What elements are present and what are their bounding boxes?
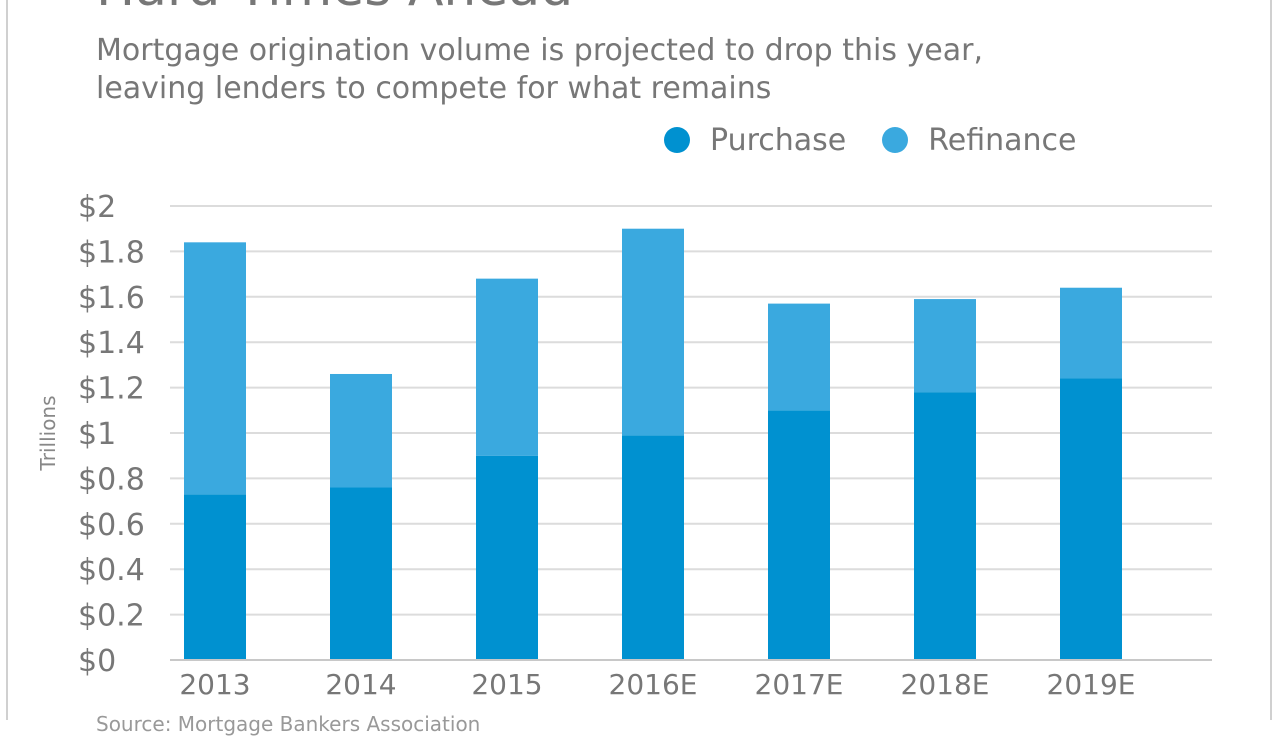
bar-refinance-2019e [1060, 287, 1122, 379]
y-tick-label-2: $0.4 [78, 553, 145, 588]
legend-label-purchase: Purchase [710, 122, 847, 158]
bar-purchase-2013 [184, 494, 246, 660]
y-tick-label-6: $1.2 [78, 372, 145, 407]
y-tick-label-7: $1.4 [78, 326, 145, 361]
bar-refinance-2015 [476, 278, 538, 456]
chart-legend: Purchase Refinance [664, 120, 1112, 160]
x-tick-label-2017e: 2017E [755, 668, 844, 701]
bar-refinance-2014 [330, 373, 392, 488]
y-tick-label-9: $1.8 [78, 235, 145, 270]
y-tick-label-10: $2 [78, 190, 116, 225]
frame-left-border [6, 0, 8, 720]
chart-plot: $0 $0.2 $0.4 $0.6 $0.8 $1 $1.2 $1.4 $1.6 $1.8 $2 20… [78, 190, 1212, 701]
bar-purchase-2014 [330, 487, 392, 660]
frame-right-border [1270, 0, 1272, 720]
subtitle-line-2: leaving lenders to compete for what rema… [96, 71, 772, 106]
bar-refinance-2016e [622, 228, 684, 436]
x-tick-label-2015: 2015 [471, 668, 542, 701]
bar-purchase-2016e [622, 435, 684, 660]
legend-swatch-purchase [664, 127, 690, 153]
bar-purchase-2019e [1060, 378, 1122, 660]
x-tick-label-2013: 2013 [179, 668, 250, 701]
chart-subtitle: Mortgage origination volume is projected… [96, 32, 983, 108]
chart-title: Hard Times Ahead [96, 0, 573, 14]
bar-refinance-2018e [914, 299, 976, 393]
x-tick-label-2019e: 2019E [1047, 668, 1136, 701]
x-tick-label-2016e: 2016E [609, 668, 698, 701]
legend-label-refinance: Refinance [928, 122, 1077, 158]
legend-item-refinance: Refinance [882, 123, 1076, 158]
bar-refinance-2013 [184, 242, 246, 495]
y-tick-label-1: $0.2 [78, 599, 145, 634]
subtitle-line-1: Mortgage origination volume is projected… [96, 33, 983, 68]
y-tick-label-5: $1 [78, 417, 116, 452]
y-tick-label-0: $0 [78, 644, 116, 679]
bar-purchase-2018e [914, 392, 976, 660]
y-tick-label-4: $0.8 [78, 462, 145, 497]
source-note: Source: Mortgage Bankers Association [96, 712, 481, 736]
bar-purchase-2015 [476, 455, 538, 660]
y-tick-label-8: $1.6 [78, 281, 145, 316]
legend-item-purchase: Purchase [664, 123, 846, 158]
y-tick-label-3: $0.6 [78, 508, 145, 543]
x-tick-label-2018e: 2018E [901, 668, 990, 701]
bar-purchase-2017e [768, 410, 830, 660]
x-tick-label-2014: 2014 [325, 668, 396, 701]
bar-refinance-2017e [768, 303, 830, 411]
legend-swatch-refinance [882, 127, 909, 153]
